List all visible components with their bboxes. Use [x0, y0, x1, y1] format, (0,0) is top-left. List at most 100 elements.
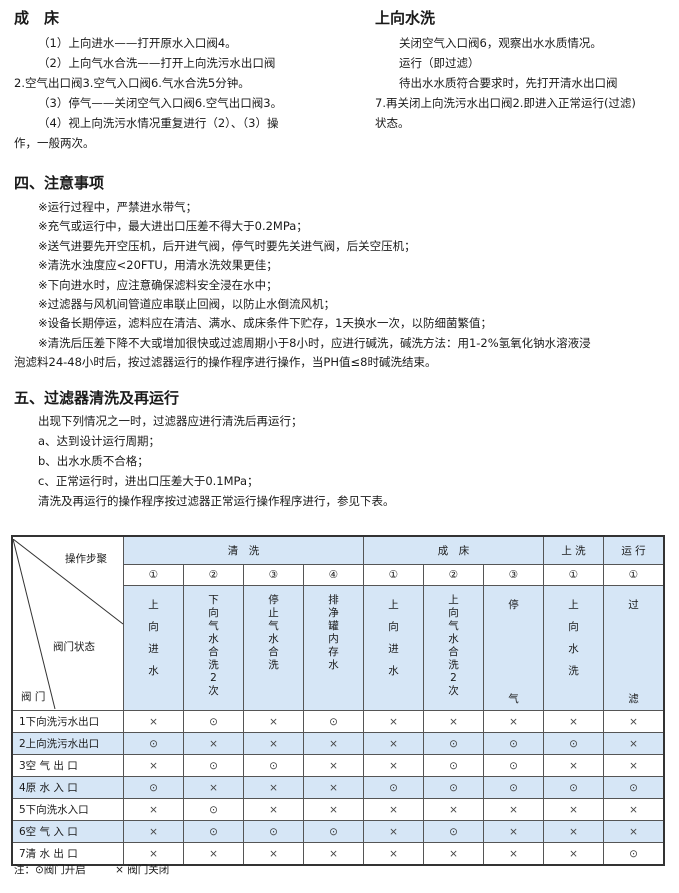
valve-state-cell: ×: [363, 842, 424, 866]
valve-label: 2上向洗污水出口: [11, 732, 124, 755]
step-name-text: 上向水洗: [568, 599, 579, 677]
valve-state-cell: ×: [543, 798, 604, 821]
valve-state-cell: ⊙: [423, 820, 484, 843]
step-number: ①: [123, 564, 184, 586]
step-name-text: 上向进水: [388, 599, 399, 677]
valve-state-cell: ×: [543, 842, 604, 866]
legend-closed: × 阀门关闭: [115, 864, 170, 876]
step-number: ③: [483, 564, 544, 586]
valve-state-cell: ×: [363, 820, 424, 843]
text-line: （1）上向进水——打开原水入口阀4。: [38, 36, 237, 50]
text-line: （4）视上向洗污水情况重复进行（2）、（3）操: [38, 116, 279, 130]
valve-state-cell: ×: [303, 798, 364, 821]
valve-state-cell: ×: [363, 754, 424, 777]
text-line: 关闭空气入口阀6，观察出水水质情况。: [399, 36, 602, 50]
step-name: 停止气水合洗: [243, 585, 304, 711]
section-title-5: 五、过滤器清洗及再运行: [14, 389, 180, 407]
valve-label: 1下向洗污水出口: [11, 710, 124, 733]
text-line: ※设备长期停运，滤料应在清洁、满水、成床条件下贮存，1天换水一次，以防细菌繁值；: [38, 316, 492, 331]
valve-state-cell: ×: [123, 754, 184, 777]
valve-state-cell: ×: [183, 842, 244, 866]
text-line: 状态。: [375, 116, 410, 130]
valve-state-cell: ⊙: [543, 732, 604, 755]
corner-diagonal-lines: [13, 538, 123, 709]
valve-state-cell: ×: [243, 842, 304, 866]
valve-state-cell: ⊙: [183, 710, 244, 733]
valve-state-cell: ×: [363, 732, 424, 755]
step-name-text: 过滤: [628, 599, 639, 705]
section-title-chengchuang: 成 床: [14, 9, 60, 27]
valve-state-cell: ×: [303, 754, 364, 777]
table-row: 4原 水 入 口 ⊙ × × × ⊙ ⊙ ⊙ ⊙ ⊙: [11, 776, 665, 799]
valve-state-cell: ×: [603, 732, 665, 755]
step-name: 上向进水: [363, 585, 424, 711]
legend-open: 注：⊙阀门开启: [14, 864, 86, 876]
valve-state-cell: ⊙: [303, 820, 364, 843]
valve-state-cell: ⊙: [423, 732, 484, 755]
valve-state-cell: ×: [483, 820, 544, 843]
table-row: 1下向洗污水出口 × ⊙ × ⊙ × × × × ×: [11, 710, 665, 733]
text-line: b、出水水质不合格；: [38, 454, 149, 468]
valve-state-cell: ⊙: [603, 842, 665, 866]
step-name-text: 排净罐内存水: [328, 594, 339, 671]
step-number: ③: [243, 564, 304, 586]
section4-text: ※运行过程中，严禁进水带气； ※充气或运行中，最大进出口压差不得大于0.2MPa；…: [14, 198, 591, 373]
text-line: （2）上向气水合洗——打开上向洗污水出口阀: [38, 56, 276, 70]
corner-label-state: 阀门状态: [53, 640, 95, 653]
valve-state-cell: ×: [603, 710, 665, 733]
step-name: 上向水洗: [543, 585, 604, 711]
text-line: ※清洗后压差下降不大或增加很快或过滤周期小于8小时，应进行碱洗，碱洗方法：用1-…: [38, 335, 591, 350]
text-line: 泡滤料24-48小时后，按过滤器运行的操作程序进行操作，当PH值≤8时碱洗结束。: [14, 355, 437, 370]
valve-state-cell: ×: [183, 776, 244, 799]
text-line: 7.再关闭上向洗污水出口阀2.即进入正常运行(过滤): [375, 96, 636, 110]
valve-state-cell: ⊙: [183, 820, 244, 843]
step-number: ②: [183, 564, 244, 586]
valve-state-cell: ⊙: [423, 754, 484, 777]
valve-state-cell: ×: [423, 842, 484, 866]
step-name: 上向进水: [123, 585, 184, 711]
step-number: ①: [543, 564, 604, 586]
valve-state-cell: ×: [123, 820, 184, 843]
corner-label-steps: 操作步聚: [65, 552, 107, 565]
table-row: 5下向洗水入口 × ⊙ × × × × × × ×: [11, 798, 665, 821]
text-line: 清洗及再运行的操作程序按过滤器正常运行操作程序进行，参见下表。: [38, 494, 395, 508]
text-line: c、正常运行时，进出口压差大于0.1MPa；: [38, 474, 259, 488]
table-row: 6空 气 入 口 × ⊙ ⊙ ⊙ × ⊙ × × ×: [11, 820, 665, 843]
valve-state-cell: ⊙: [123, 776, 184, 799]
step-number: ①: [363, 564, 424, 586]
valve-state-cell: ×: [363, 710, 424, 733]
group-header: 运 行: [603, 535, 665, 565]
valve-state-cell: ×: [483, 842, 544, 866]
valve-state-cell: ×: [543, 754, 604, 777]
step-name-text: 停止气水合洗: [268, 594, 279, 671]
text-line: ※清洗水浊度应<20FTU，用清水洗效果更佳；: [38, 258, 278, 273]
section-title-shangxiang: 上向水洗: [375, 9, 436, 27]
valve-state-cell: ×: [603, 754, 665, 777]
valve-label: 7清 水 出 口: [11, 842, 124, 866]
group-header: 上 洗: [543, 535, 604, 565]
valve-state-cell: ⊙: [483, 776, 544, 799]
valve-state-cell: ⊙: [603, 776, 665, 799]
valve-state-cell: ×: [243, 776, 304, 799]
step-number: ④: [303, 564, 364, 586]
text-line: a、达到设计运行周期；: [38, 434, 161, 448]
step-number: ①: [603, 564, 665, 586]
step-name-text: 停气: [508, 599, 519, 705]
valve-state-cell: ⊙: [423, 776, 484, 799]
valve-state-cell: ×: [303, 732, 364, 755]
valve-state-cell: ×: [123, 798, 184, 821]
chengchuang-text: （1）上向进水——打开原水入口阀4。 （2）上向气水合洗——打开上向洗污水出口阀 2…: [14, 33, 282, 153]
corner-label-valve: 阀 门: [21, 690, 46, 703]
valve-state-cell: ×: [183, 732, 244, 755]
text-line: ※充气或运行中，最大进出口压差不得大于0.2MPa；: [38, 219, 308, 234]
text-line: ※运行过程中，严禁进水带气；: [38, 200, 198, 214]
group-header: 成 床: [363, 535, 544, 565]
valve-state-cell: ×: [123, 710, 184, 733]
table-legend-note: 注：⊙阀门开启 × 阀门关闭: [14, 862, 195, 877]
valve-label: 3空 气 出 口: [11, 754, 124, 777]
text-line: 待出水水质符合要求时，先打开清水出口阀: [399, 76, 618, 90]
step-name: 停气: [483, 585, 544, 711]
valve-state-cell: ×: [243, 798, 304, 821]
